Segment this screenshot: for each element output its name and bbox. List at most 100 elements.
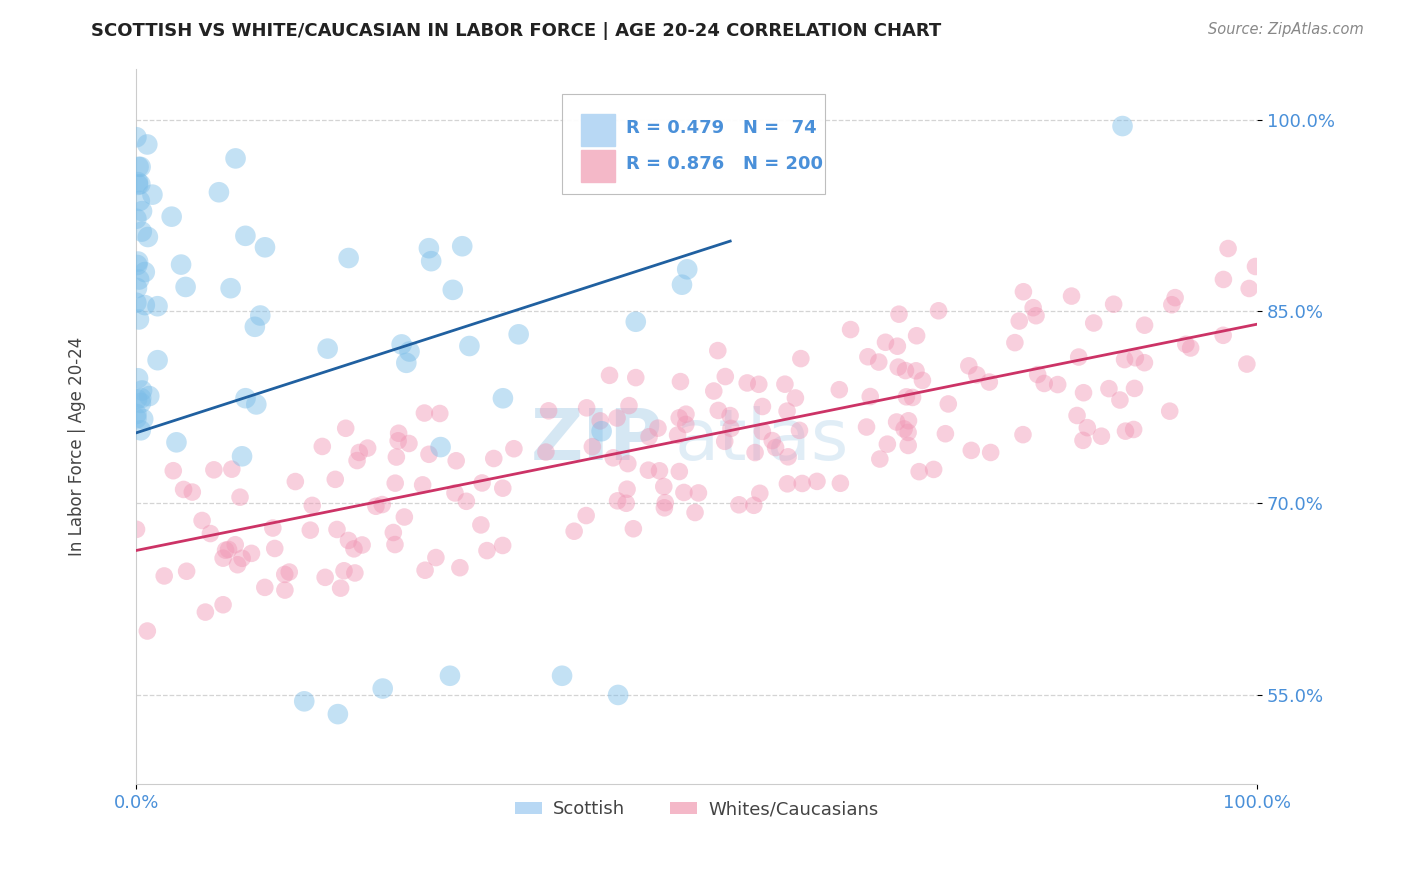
Point (439, 669, 461, 683)
Point (966, 368, 988, 382)
Point (751, 425, 773, 439)
Point (652, 479, 675, 493)
Point (125, 522, 148, 536)
Point (614, 496, 637, 510)
Point (1022, 301, 1045, 315)
Point (922, 462, 945, 476)
Point (173, 483, 195, 497)
Point (887, 307, 910, 321)
Point (1046, 377, 1069, 392)
Point (1076, 420, 1098, 434)
Point (471, 475, 494, 490)
Point (235, 228, 257, 243)
Point (534, 445, 557, 459)
Point (412, 478, 434, 492)
Point (131, 384, 153, 398)
Point (136, 137, 159, 152)
Point (713, 434, 735, 449)
Point (1123, 381, 1146, 395)
Text: atlas: atlas (673, 406, 849, 475)
Point (869, 452, 891, 467)
Point (141, 187, 163, 202)
Point (356, 441, 378, 455)
Point (329, 581, 352, 595)
Point (174, 280, 197, 294)
Point (703, 384, 725, 398)
Point (384, 476, 406, 491)
Point (385, 450, 408, 464)
Point (429, 407, 451, 421)
Point (1212, 328, 1234, 343)
Point (492, 391, 515, 405)
Point (1159, 404, 1181, 418)
Point (1237, 281, 1260, 295)
Point (1114, 424, 1136, 438)
Point (162, 464, 184, 478)
Point (253, 581, 276, 595)
Point (624, 370, 647, 384)
Point (449, 560, 471, 574)
Point (326, 707, 349, 722)
Point (562, 524, 585, 539)
Point (934, 426, 956, 441)
Point (429, 440, 451, 454)
Point (166, 435, 188, 450)
Point (146, 299, 169, 313)
Point (785, 391, 807, 405)
Point (371, 498, 394, 512)
Point (129, 423, 152, 437)
Point (1114, 352, 1136, 367)
Point (382, 525, 405, 540)
Point (789, 423, 811, 437)
Point (765, 441, 787, 455)
Point (761, 434, 783, 448)
Point (218, 542, 240, 557)
Point (617, 457, 640, 471)
Point (364, 500, 387, 514)
Point (343, 566, 366, 580)
Point (1180, 341, 1202, 355)
Point (146, 353, 169, 368)
Point (675, 417, 697, 432)
Point (1244, 260, 1267, 274)
Point (911, 373, 934, 387)
Point (648, 464, 671, 478)
FancyBboxPatch shape (562, 94, 825, 194)
Point (503, 442, 526, 456)
Point (1133, 318, 1156, 333)
Point (231, 450, 253, 464)
Point (672, 485, 695, 500)
Point (231, 551, 253, 566)
Point (575, 401, 598, 415)
Point (224, 538, 246, 552)
Point (200, 526, 222, 541)
Point (225, 152, 247, 166)
Point (886, 339, 908, 353)
Point (384, 537, 406, 551)
Point (413, 563, 436, 577)
Text: Source: ZipAtlas.com: Source: ZipAtlas.com (1208, 22, 1364, 37)
Point (129, 160, 152, 174)
Point (606, 411, 628, 425)
Point (1212, 272, 1234, 286)
Point (1109, 392, 1132, 407)
Point (134, 298, 156, 312)
Text: R = 0.479   N =  74: R = 0.479 N = 74 (626, 119, 817, 136)
FancyBboxPatch shape (581, 113, 614, 145)
Point (776, 404, 799, 418)
Point (669, 375, 692, 389)
Point (875, 335, 897, 350)
Point (936, 397, 959, 411)
Point (979, 375, 1001, 389)
Point (420, 254, 443, 268)
Point (395, 356, 418, 370)
Point (856, 350, 879, 364)
Point (707, 403, 730, 417)
Point (229, 490, 252, 504)
Point (492, 539, 515, 553)
Point (394, 510, 416, 524)
Point (128, 160, 150, 174)
Point (1060, 289, 1083, 303)
Point (134, 265, 156, 279)
Point (413, 406, 436, 420)
